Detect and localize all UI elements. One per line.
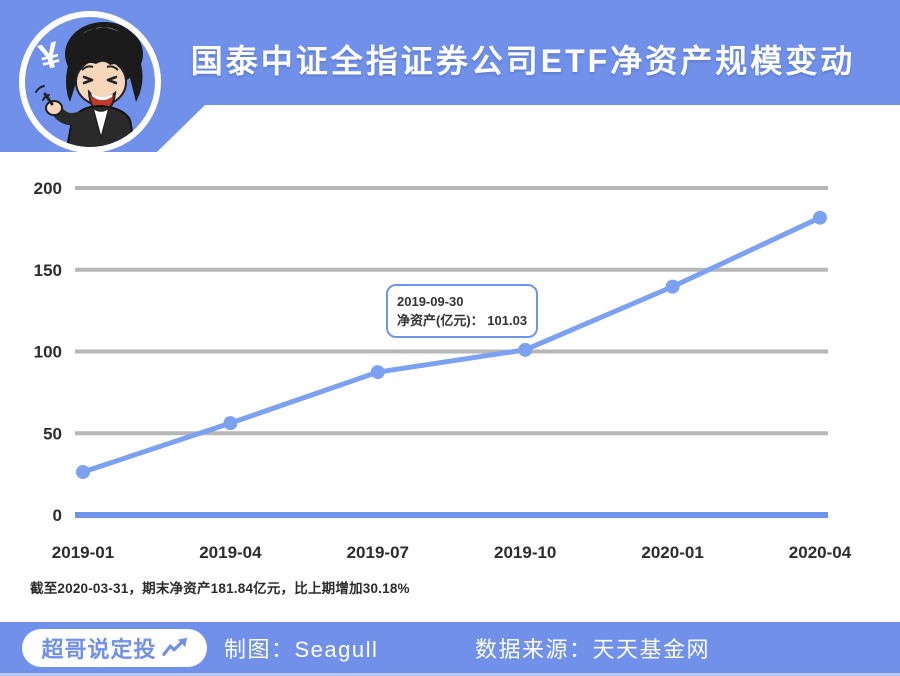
data-point[interactable] — [665, 279, 680, 294]
footnote: 截至2020-03-31，期末净资产181.84亿元，比上期增加30.18% — [30, 581, 410, 596]
series-line — [80, 215, 823, 475]
avatar-illustration — [35, 22, 143, 147]
brand-badge-label: 超哥说定投 — [41, 637, 157, 662]
tooltip-label: 净资产(亿元)： — [397, 313, 484, 328]
tooltip-row: 净资产(亿元)： 101.03 — [397, 311, 527, 330]
avatar: ¥ — [19, 11, 161, 152]
tooltip-value: 101.03 — [487, 313, 528, 328]
x-tick-label: 2020-04 — [789, 543, 852, 562]
maker-credit: 制图：Seagull — [224, 636, 379, 662]
data-point[interactable] — [76, 464, 90, 479]
line-chart: 0 50 100 150 200 2019-01 2019-04 2019-07 2019-10… — [34, 179, 852, 562]
x-tick-label: 2019-01 — [52, 543, 114, 562]
brand-badge: 超哥说定投 — [22, 629, 207, 667]
page-title: 国泰中证全指证券公司ETF净资产规模变动 — [190, 43, 856, 79]
tooltip-date: 2019-09-30 — [397, 294, 464, 309]
y-tick-label: 0 — [53, 506, 62, 525]
x-tick-label: 2019-04 — [199, 543, 262, 562]
x-tick-label: 2020-01 — [641, 543, 703, 562]
x-tick-label: 2019-10 — [494, 543, 556, 562]
y-tick-label: 100 — [34, 343, 62, 362]
data-point[interactable] — [518, 342, 533, 357]
header-banner: ¥ 国泰中证全指证券公司ETF净资产规模变动 — [0, 0, 900, 152]
y-tick-label: 150 — [34, 261, 62, 280]
chart-tooltip: 2019-09-30 净资产(亿元)： 101.03 — [386, 284, 539, 338]
y-tick-label: 50 — [43, 424, 62, 443]
x-tick-label: 2019-07 — [347, 543, 409, 562]
data-point[interactable] — [813, 210, 827, 225]
y-tick-label: 200 — [34, 179, 62, 198]
footer-bar: 超哥说定投 制图：Seagull 数据来源：天天基金网 — [0, 622, 900, 676]
data-point[interactable] — [370, 365, 385, 380]
trend-arrow-icon — [161, 637, 187, 657]
source-credit: 数据来源：天天基金网 — [475, 636, 711, 662]
data-point[interactable] — [223, 416, 238, 431]
